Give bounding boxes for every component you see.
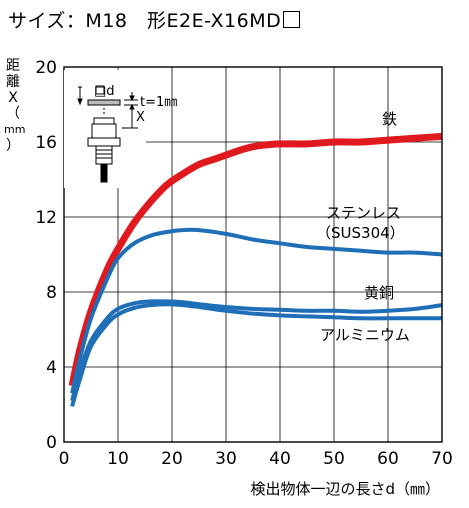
x-tick-label: 70 xyxy=(431,449,453,469)
ylabel-char: 距 xyxy=(6,58,20,74)
sensor-body xyxy=(91,123,117,139)
x-tick-label: 60 xyxy=(377,449,399,469)
y-tick-label: 0 xyxy=(46,433,57,453)
chart-title: サイズ：M18 形E2E-X16MD xyxy=(8,6,301,33)
x-tick-label: 20 xyxy=(161,449,183,469)
x-tick-label: 0 xyxy=(59,449,70,469)
sensor-cable xyxy=(100,163,108,183)
sensor-nut xyxy=(87,137,121,147)
target-plate xyxy=(87,99,121,106)
sensor-inset-diagram xyxy=(64,70,146,188)
sensor-thread xyxy=(95,145,113,165)
title-box-symbol xyxy=(283,11,301,28)
ylabel-char: mm xyxy=(4,123,26,136)
inset-t-label: t=1㎜ xyxy=(140,95,177,110)
series-line-3 xyxy=(70,302,442,407)
tick-labels: 0 10 20 30 40 50 60 70 0 4 8 12 16 20 xyxy=(35,58,452,469)
target-size-box xyxy=(95,85,105,95)
y-tick-label: 20 xyxy=(35,58,57,78)
series-line-2 xyxy=(70,299,443,402)
y-tick-label: 16 xyxy=(35,133,57,153)
x-tick-label: 50 xyxy=(323,449,345,469)
series-line-1 xyxy=(70,227,443,394)
y-tick-label: 4 xyxy=(46,358,57,378)
plot-frame xyxy=(63,66,443,443)
ylabel-char: X xyxy=(8,90,18,106)
sensor-head xyxy=(93,117,115,125)
x-axis-label: 検出物体一辺の長さd（㎜） xyxy=(250,480,440,498)
inset-d-label: □d xyxy=(94,84,115,99)
ylabel-char: 離 xyxy=(6,74,20,90)
annotation-stainless: ステンレス xyxy=(326,204,401,222)
y-axis-label: 距 離 X （ mm ） xyxy=(4,58,26,154)
annotation-iron: 鉄 xyxy=(382,110,397,128)
x-tick-label: 10 xyxy=(107,449,129,469)
y-tick-label: 8 xyxy=(46,283,57,303)
annotation-sus304: （SUS304） xyxy=(316,224,405,242)
x-tick-label: 40 xyxy=(269,449,291,469)
series-group xyxy=(68,132,443,407)
series-line-0 xyxy=(68,132,443,387)
title-text: サイズ：M18 形E2E-X16MD xyxy=(8,10,282,32)
ylabel-char: ） xyxy=(6,138,20,154)
inset-x-label: X xyxy=(136,110,145,125)
x-tick-label: 30 xyxy=(215,449,237,469)
annotation-aluminium: アルミニウム xyxy=(320,326,410,344)
annotation-brass: 黄銅 xyxy=(364,284,394,302)
y-tick-label: 12 xyxy=(35,208,57,228)
ylabel-char: （ xyxy=(6,106,20,122)
